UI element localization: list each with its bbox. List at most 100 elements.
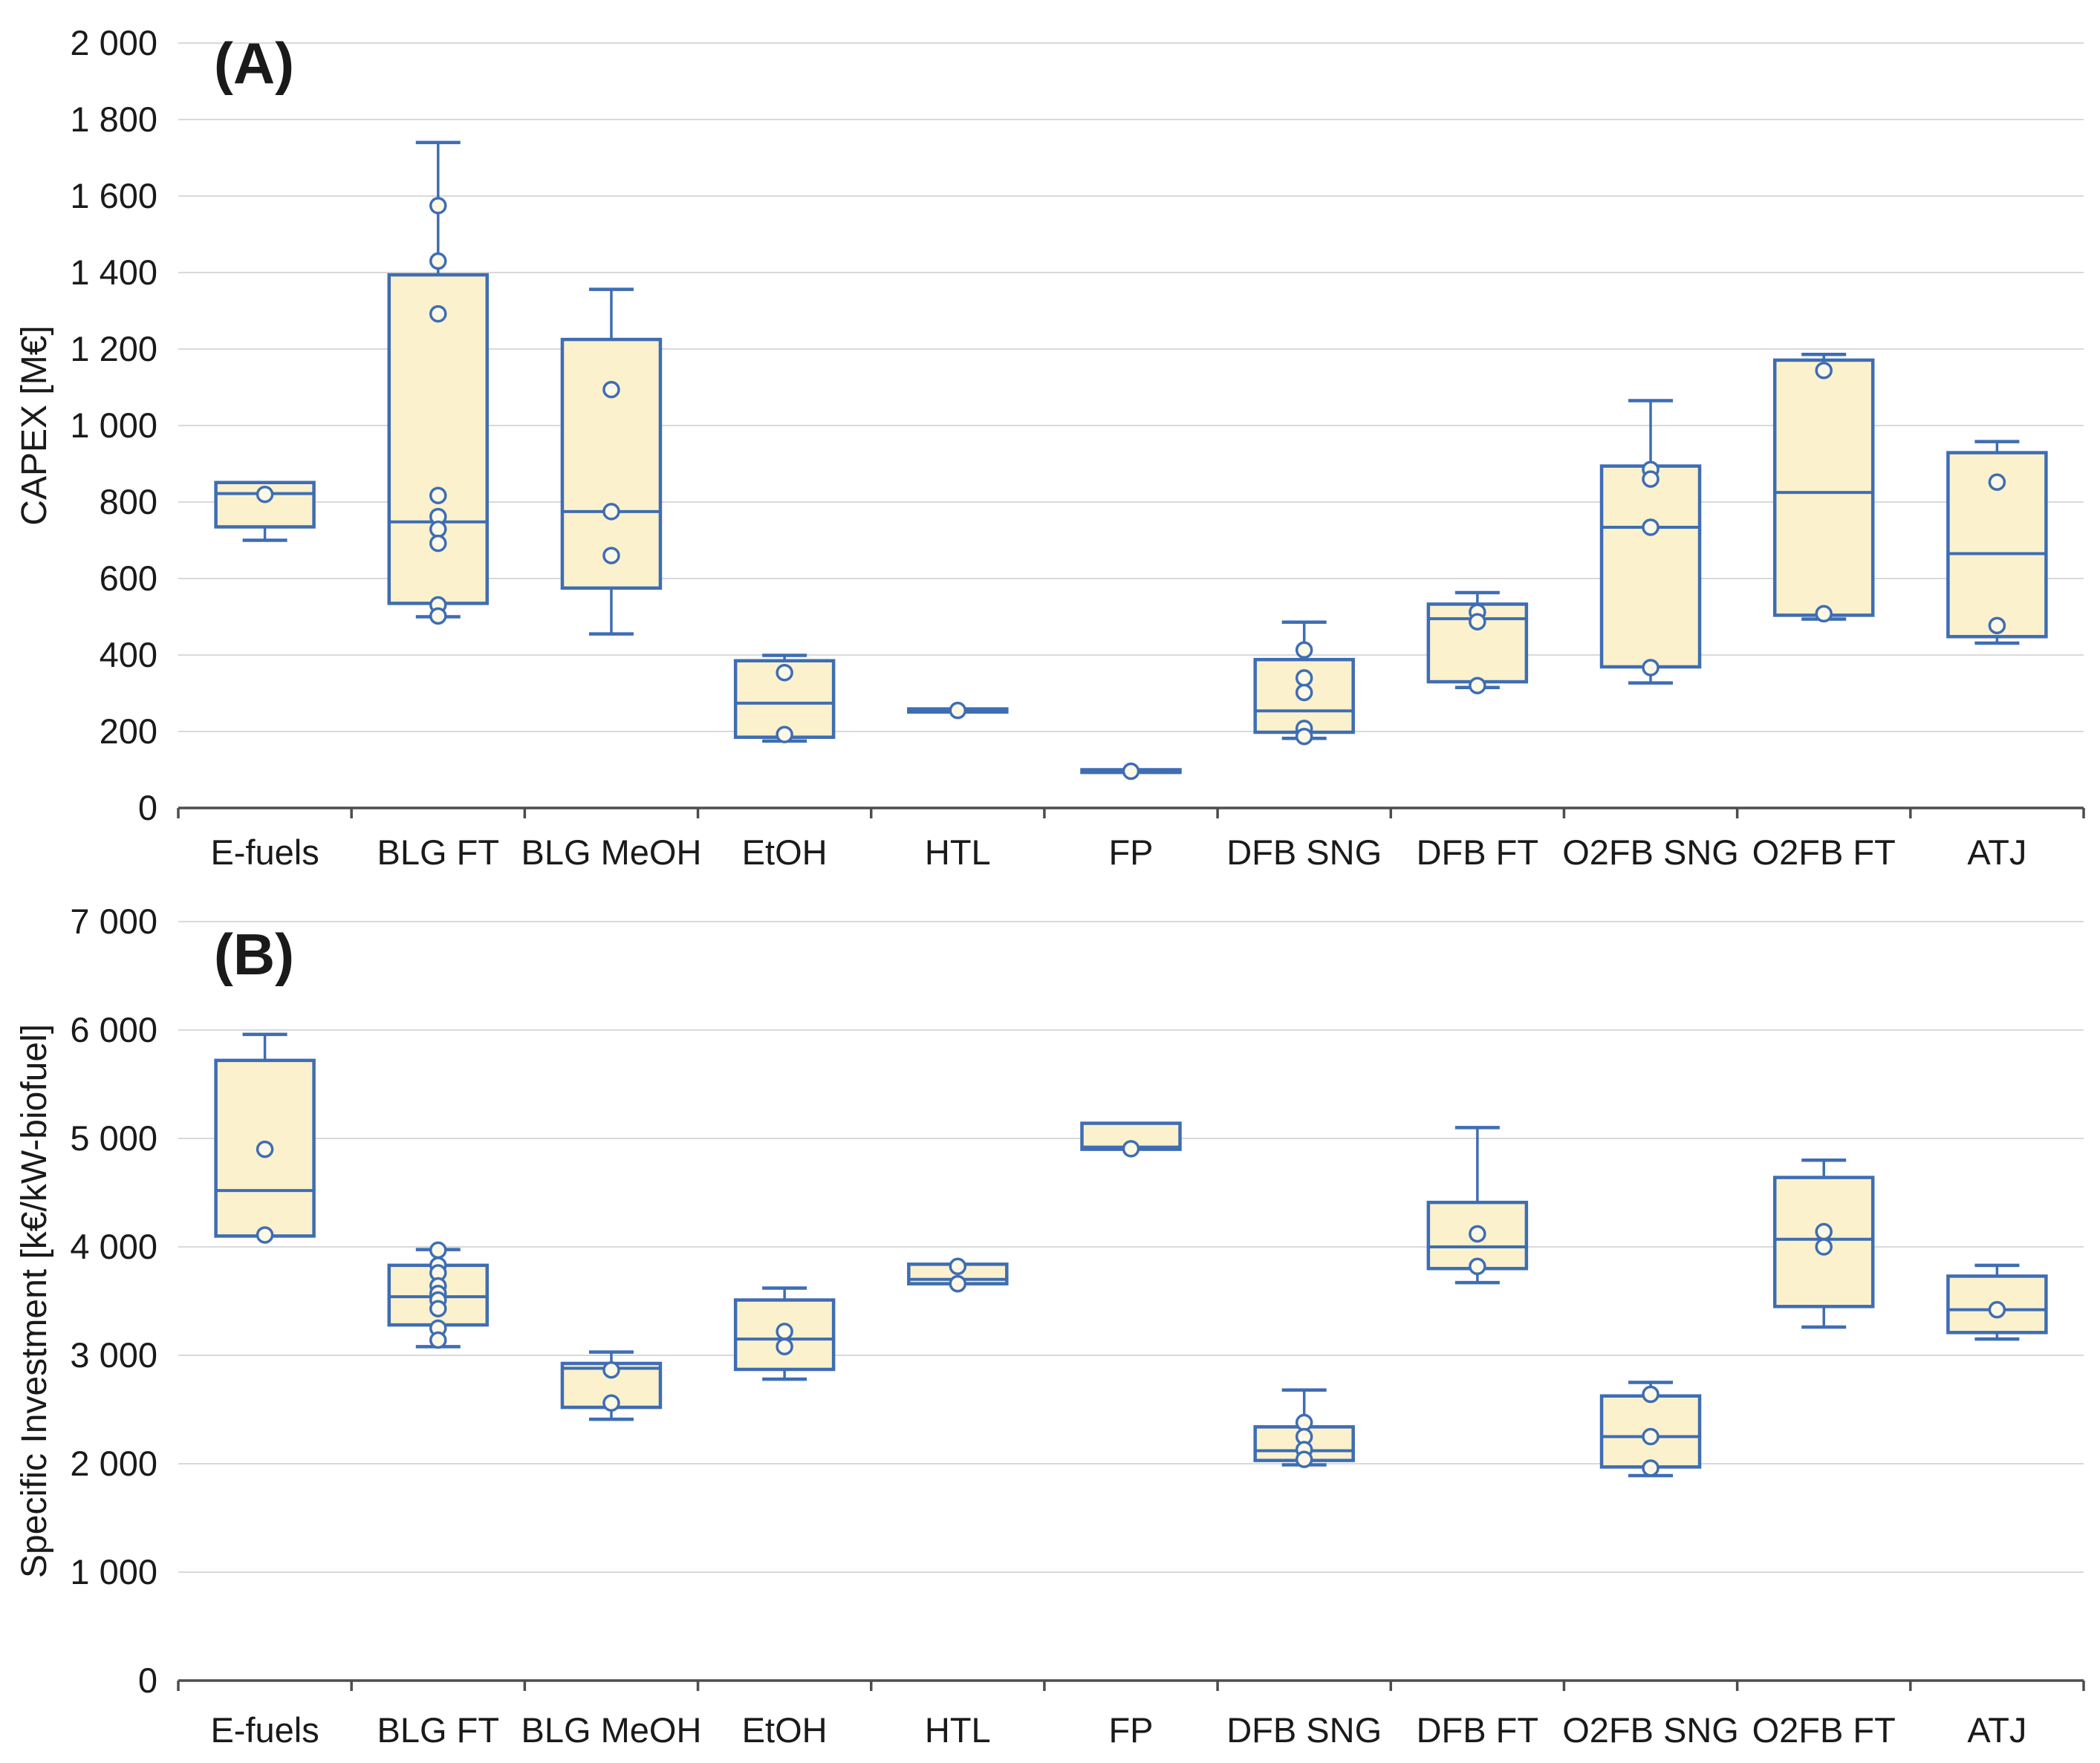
box-htl (907, 701, 1009, 720)
data-point (1469, 1225, 1486, 1243)
data-point (1815, 1238, 1833, 1256)
data-point (602, 503, 620, 521)
data-point (256, 1226, 274, 1244)
x-category-label: BLG FT (377, 832, 500, 872)
data-point (429, 304, 447, 323)
panel-b: 0 1 000 2 000 3 000 4 000 5 000 6 000 7 000 E-fu… (15, 902, 2085, 1750)
data-point (1642, 1427, 1659, 1446)
data-point (1642, 659, 1659, 677)
x-category-label: E-fuels (210, 1710, 319, 1750)
data-point (429, 1331, 447, 1349)
y-tick-label: 3 000 (70, 1335, 157, 1375)
x-category-label: O2FB SNG (1562, 832, 1739, 872)
data-point (1988, 616, 2006, 635)
box-o2fb-sng (1599, 399, 1702, 685)
y-tick-label: 400 (100, 635, 157, 674)
box-atj (1946, 440, 2048, 645)
y-tick-label: 600 (100, 558, 157, 598)
y-tick-label: 200 (100, 711, 157, 751)
iqr-box (1772, 358, 1875, 617)
data-point (1815, 362, 1833, 379)
data-point (1295, 683, 1313, 702)
data-point (776, 726, 793, 743)
y-tick-label: 1 800 (70, 100, 157, 139)
y-tick-label: 1 000 (70, 1552, 157, 1591)
box-etoh (733, 1286, 836, 1381)
data-point (949, 1274, 967, 1293)
y-axis-title: CAPEX [M€] (15, 325, 54, 525)
data-point (1988, 473, 2006, 491)
x-category-label: DFB SNG (1226, 832, 1382, 872)
x-category-label: O2FB SNG (1562, 1710, 1739, 1750)
x-category-label: FP (1108, 832, 1153, 872)
data-point (429, 534, 447, 553)
iqr-box (1599, 464, 1702, 669)
data-point (1295, 1450, 1313, 1468)
y-tick-label: 1 600 (70, 176, 157, 215)
box-dfb-ft (1426, 590, 1529, 694)
data-point (1642, 470, 1659, 488)
box-dfb-ft (1426, 1126, 1529, 1285)
data-point (1122, 1140, 1140, 1158)
y-tick-label: 1 200 (70, 329, 157, 368)
box-blg-ft (387, 140, 490, 625)
box-fp (1080, 762, 1182, 781)
iqr-box (1946, 1274, 2048, 1335)
y-tick-label: 5 000 (70, 1118, 157, 1158)
x-category-label: ATJ (1967, 832, 2026, 872)
data-point (429, 197, 447, 215)
data-point (256, 1140, 274, 1159)
data-point (602, 1360, 620, 1379)
box-blg-meoh (560, 287, 663, 636)
data-point (776, 1337, 793, 1356)
data-point (1642, 1385, 1659, 1404)
y-tick-label: 0 (138, 1661, 157, 1700)
data-point (256, 485, 274, 504)
y-tick-label: 2 000 (70, 1444, 157, 1483)
data-point (429, 252, 447, 270)
data-point (776, 663, 793, 682)
data-point (1642, 518, 1659, 536)
box-etoh (733, 654, 836, 743)
panel-letter: (A) (214, 30, 294, 96)
y-tick-label: 800 (100, 482, 157, 521)
y-axis-title: Specific Investment [k€/kW-biofuel] (15, 1024, 54, 1578)
data-point (1469, 613, 1486, 630)
box-atj (1946, 1263, 2048, 1341)
data-point (1122, 762, 1140, 781)
x-category-label: E-fuels (210, 832, 319, 872)
box-dfb-sng (1253, 1388, 1355, 1468)
data-point (1642, 1459, 1659, 1477)
box-o2fb-sng (1599, 1381, 1702, 1478)
x-category-label: HTL (925, 832, 991, 872)
x-category-label: O2FB FT (1752, 832, 1896, 872)
x-category-label: HTL (925, 1710, 991, 1750)
y-tick-label: 2 000 (70, 23, 157, 62)
x-category-label: DFB FT (1417, 1710, 1538, 1750)
data-point (429, 607, 447, 625)
data-point (1295, 727, 1313, 746)
box-o2fb-ft (1772, 1158, 1875, 1329)
y-tick-label: 0 (138, 788, 157, 827)
data-point (776, 1323, 793, 1340)
box-e-fuels (214, 480, 316, 542)
x-category-label: ATJ (1967, 1710, 2026, 1750)
data-point (429, 486, 447, 504)
x-category-label: BLG MeOH (521, 832, 702, 872)
data-point (949, 701, 967, 720)
panel-letter: (B) (214, 922, 294, 987)
x-category-label: DFB FT (1417, 832, 1538, 872)
data-point (1295, 669, 1313, 687)
data-point (1815, 1222, 1833, 1241)
y-tick-label: 4 000 (70, 1227, 157, 1266)
data-point (602, 547, 620, 564)
y-tick-label: 1 400 (70, 252, 157, 292)
x-category-label: BLG MeOH (521, 1710, 702, 1750)
data-point (1469, 1257, 1486, 1276)
y-tick-label: 7 000 (70, 902, 157, 941)
iqr-box (387, 273, 490, 605)
box-htl (907, 1257, 1009, 1293)
panel-a: 0 200 400 600 800 1 000 1 200 1 400 1 600 1 800 2 … (15, 23, 2085, 872)
data-point (429, 1300, 447, 1317)
